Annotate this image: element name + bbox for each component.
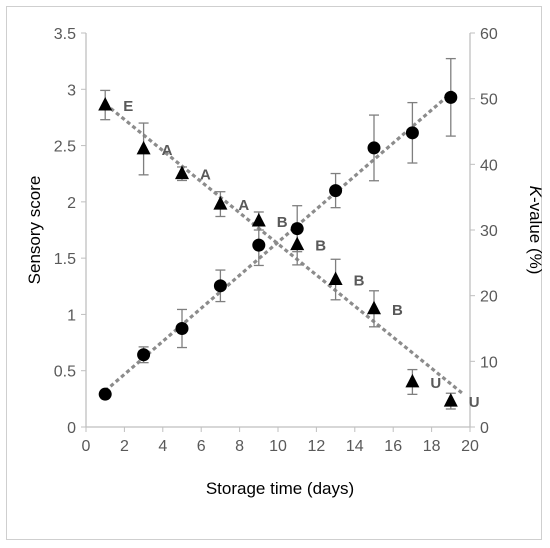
tick-labels: 0 2 4 6 8 10 12 14 16 18 2000.511.522.533.50102030… — [54, 26, 498, 455]
y-left-tick-label: 2 — [67, 195, 76, 212]
grade-label: B — [354, 273, 365, 290]
sensory-point — [213, 196, 228, 210]
x-tick-label: 8 — [235, 438, 244, 455]
sensory-point — [367, 300, 381, 315]
y-left-tick-label: 0.5 — [54, 364, 76, 381]
x-axis-title: Storage time (days) — [206, 479, 354, 498]
y-right-tick-label: 30 — [480, 223, 498, 240]
y-left-tick-label: 3 — [67, 82, 76, 99]
x-tick-label: 2 — [120, 438, 129, 455]
kvalue-point — [367, 141, 381, 155]
kvalue-point — [444, 90, 458, 104]
sensory-point — [175, 165, 189, 180]
kvalue-point — [213, 279, 227, 293]
axes — [81, 32, 475, 432]
grade-label: B — [392, 302, 403, 319]
grade-label: A — [200, 167, 211, 184]
sensory-point — [136, 140, 151, 155]
y-right-tick-label: 10 — [480, 354, 498, 371]
kvalue-point — [98, 387, 112, 401]
x-tick-label: 20 — [461, 438, 479, 455]
sensory-point — [405, 373, 420, 388]
sensory-point — [328, 271, 343, 285]
kvalue-point — [252, 238, 266, 252]
y-right-tick-label: 50 — [480, 92, 498, 109]
grade-labels: E A A A B B B B U U — [123, 98, 479, 411]
grade-label: B — [277, 214, 288, 231]
grade-label: A — [162, 142, 173, 159]
grade-label: E — [123, 98, 133, 115]
sensory-trend-line — [104, 102, 464, 395]
x-tick-label: 14 — [346, 438, 364, 455]
y-right-tick-label: 60 — [480, 26, 498, 43]
error-bars — [100, 57, 456, 410]
kvalue-point — [329, 184, 343, 198]
y-right-tick-label: 40 — [480, 157, 498, 174]
kvalue-point — [290, 222, 304, 236]
kvalue-point — [175, 322, 189, 335]
x-tick-label: 16 — [384, 438, 402, 455]
x-tick-label: 0 — [82, 438, 91, 455]
x-tick-label: 10 — [269, 438, 287, 455]
y-left-axis-title: Sensory score — [25, 176, 44, 285]
sensory-point — [290, 236, 305, 251]
sensory-point — [98, 96, 113, 111]
y-left-tick-label: 0 — [67, 420, 76, 437]
sensory-point — [251, 212, 266, 227]
y-right-tick-label: 20 — [480, 289, 498, 306]
x-tick-label: 12 — [308, 438, 326, 455]
y-left-tick-label: 1.5 — [54, 251, 76, 268]
kvalue-point — [405, 126, 419, 140]
y-right-tick-label: 0 — [480, 420, 489, 437]
grade-label: B — [315, 238, 326, 255]
grade-label: U — [469, 394, 480, 411]
x-tick-label: 4 — [158, 438, 167, 455]
kvalue-trend-line — [104, 88, 456, 393]
y-right-axis-title: K-value (%) — [526, 186, 545, 275]
kvalue-point — [137, 348, 151, 362]
sensory-point — [443, 393, 458, 407]
grade-label: A — [238, 197, 249, 214]
x-tick-label: 6 — [197, 438, 206, 455]
y-left-tick-label: 2.5 — [54, 139, 76, 156]
y-left-tick-label: 1 — [67, 307, 76, 324]
y-left-tick-label: 3.5 — [54, 26, 76, 43]
x-tick-label: 18 — [423, 438, 441, 455]
grade-label: U — [430, 375, 441, 392]
data-markers — [98, 90, 458, 407]
